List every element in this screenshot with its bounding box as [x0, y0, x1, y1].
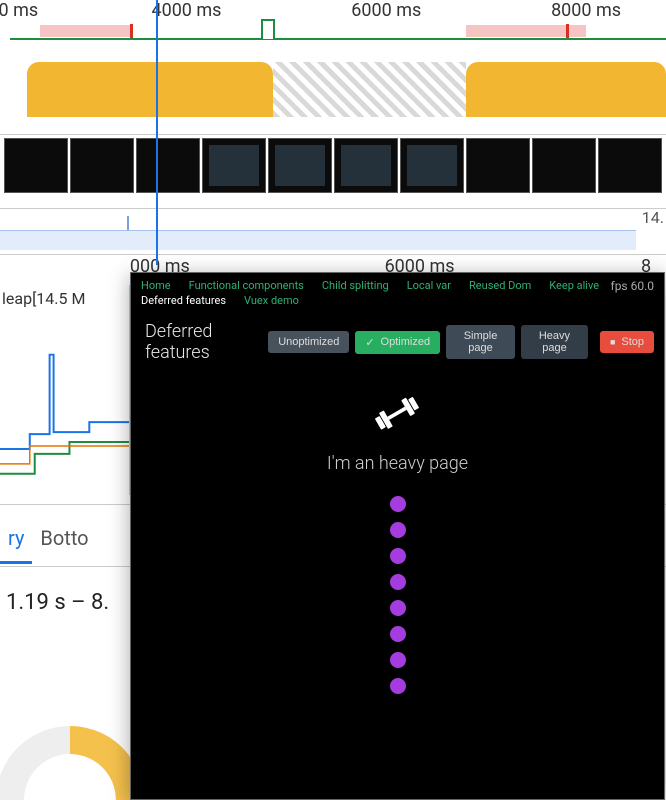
scripting-bar: [27, 62, 273, 117]
screenshot-thumb[interactable]: [268, 138, 332, 193]
summary-tabs[interactable]: ry Botto: [0, 520, 150, 564]
dot: [390, 496, 406, 512]
long-task-marker: [566, 24, 569, 38]
divider: [0, 208, 666, 209]
memory-fill: [0, 230, 636, 250]
tab-summary[interactable]: ry: [0, 520, 32, 564]
heap-chart[interactable]: [0, 315, 130, 495]
range-label: 1.19 s – 8.: [6, 590, 109, 615]
tab-bottom-up[interactable]: Botto: [32, 520, 96, 564]
dot: [390, 548, 406, 564]
heap-line-docs: [0, 442, 129, 474]
timeline-ruler[interactable]: 00 ms 4000 ms 6000 ms 8000 ms: [0, 0, 666, 24]
dot: [390, 678, 406, 694]
stop-button[interactable]: Stop: [600, 331, 654, 353]
unoptimized-button[interactable]: Unoptimized: [268, 331, 349, 353]
dots-column: [131, 496, 664, 694]
memory-value: 14.: [642, 208, 664, 227]
nav-link-reused[interactable]: Reused Dom: [469, 279, 531, 292]
ruler-tick-label: 00 ms: [0, 0, 38, 21]
idle-bar: [273, 62, 466, 117]
memory-area[interactable]: [0, 210, 636, 250]
dot: [390, 574, 406, 590]
cpu-strip: [0, 24, 666, 38]
screenshot-thumb[interactable]: [400, 138, 464, 193]
ruler-tick-label: 6000 ms: [351, 0, 421, 21]
nav-link-functional[interactable]: Functional components: [189, 279, 304, 292]
nav-link-vuex[interactable]: Vuex demo: [244, 294, 299, 307]
ruler-tick-label: 8000 ms: [551, 0, 621, 21]
overlay-toolbar: Deferred features Unoptimized Optimized …: [131, 309, 664, 371]
dumbbell-icon: [366, 383, 428, 447]
nav-link-home[interactable]: Home: [141, 279, 171, 292]
screenshot-thumb[interactable]: [334, 138, 398, 193]
dot: [390, 652, 406, 668]
main-thread-bars[interactable]: [0, 62, 666, 122]
heavy-page-label: I'm an heavy page: [131, 453, 664, 474]
fps-counter: fps 60.0: [611, 279, 654, 293]
optimized-button[interactable]: Optimized: [355, 331, 440, 354]
screenshot-thumb[interactable]: [598, 138, 662, 193]
overlay-title: Deferred features: [145, 321, 254, 363]
fps-line: [10, 38, 666, 60]
screenshot-thumb[interactable]: [202, 138, 266, 193]
screenshot-strip[interactable]: [0, 138, 666, 208]
divider: [0, 134, 666, 135]
screenshot-thumb[interactable]: [136, 138, 200, 193]
ruler-tick-label: 4000 ms: [151, 0, 221, 21]
playhead[interactable]: [156, 0, 158, 265]
heap-label: leap[14.5 M: [0, 285, 130, 315]
screenshot-thumb[interactable]: [70, 138, 134, 193]
cpu-segment: [40, 25, 130, 37]
screenshot-thumb[interactable]: [466, 138, 530, 193]
screenshot-thumb[interactable]: [532, 138, 596, 193]
overlay-content: I'm an heavy page: [131, 371, 664, 694]
dot: [390, 600, 406, 616]
long-task-marker: [130, 24, 133, 38]
screenshot-preview-overlay: Home Functional components Child splitti…: [130, 272, 665, 800]
dot: [390, 522, 406, 538]
nav-link-child[interactable]: Child splitting: [322, 279, 389, 292]
divider: [0, 254, 666, 255]
heavy-page-button[interactable]: Heavy page: [521, 325, 588, 359]
nav-link-localvar[interactable]: Local var: [407, 279, 451, 292]
memory-spike: [127, 216, 129, 230]
nav-link-deferred[interactable]: Deferred features: [141, 294, 226, 307]
simple-page-button[interactable]: Simple page: [446, 325, 515, 359]
scripting-bar: [466, 62, 666, 117]
overlay-nav: Home Functional components Child splitti…: [131, 273, 664, 309]
heap-line-js: [0, 355, 129, 449]
nav-link-keepalive[interactable]: Keep alive: [549, 279, 599, 292]
screenshot-thumb[interactable]: [4, 138, 68, 193]
fps-spike: [261, 19, 275, 39]
dot: [390, 626, 406, 642]
